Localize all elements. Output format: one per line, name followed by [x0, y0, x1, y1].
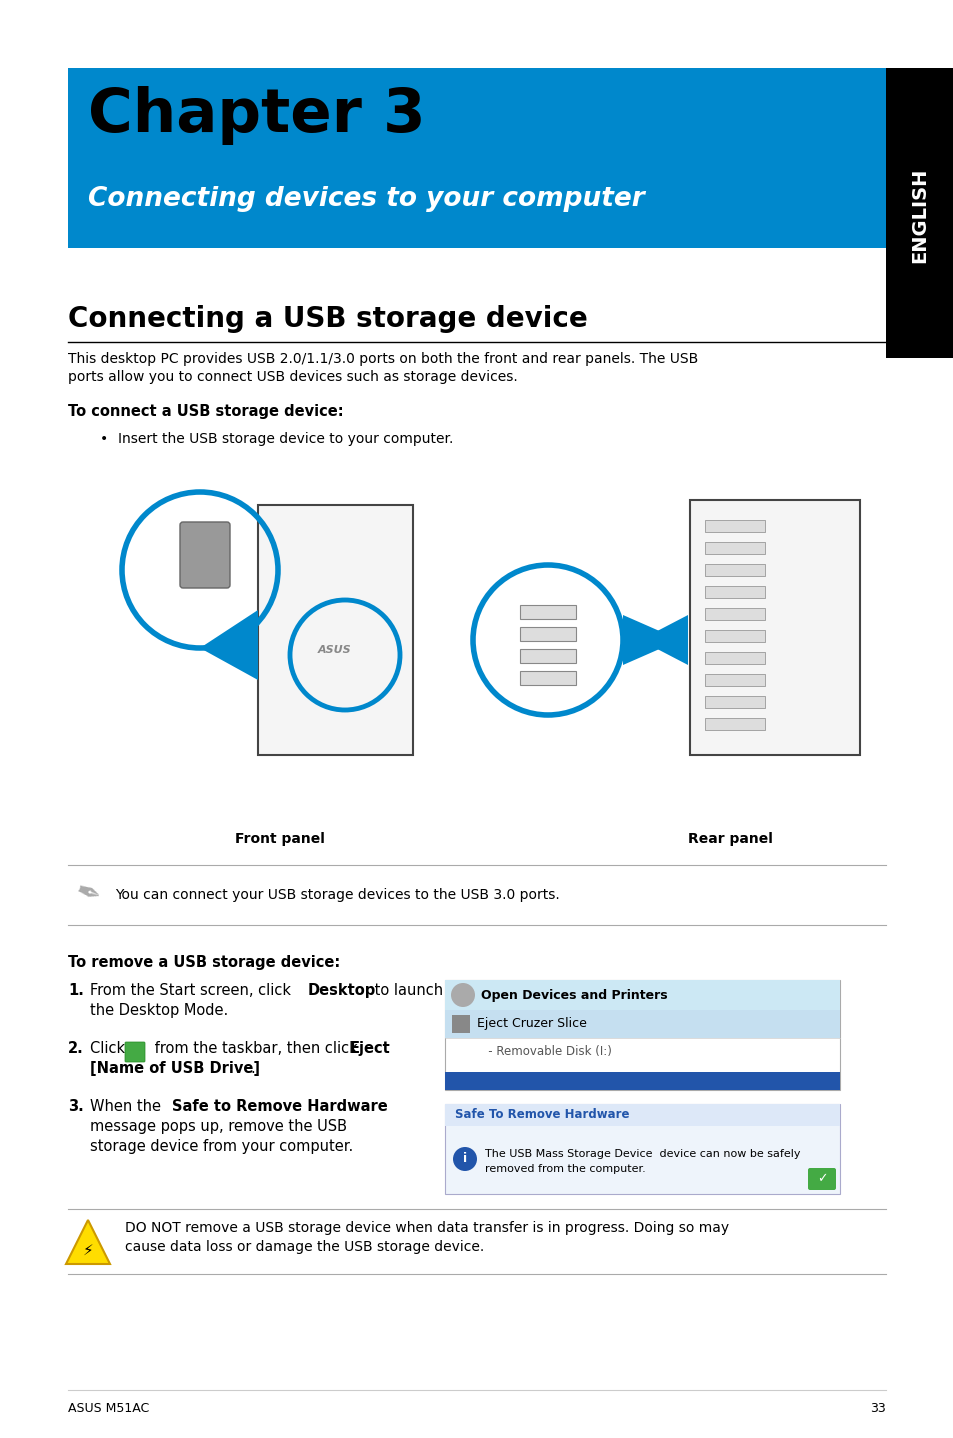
Text: - Removable Disk (I:): - Removable Disk (I:) — [476, 1045, 611, 1058]
Text: Eject: Eject — [350, 1041, 391, 1055]
FancyBboxPatch shape — [444, 981, 840, 1009]
Text: ASUS: ASUS — [318, 646, 352, 654]
Text: .: . — [250, 1061, 254, 1076]
FancyBboxPatch shape — [704, 718, 764, 731]
Text: 3.: 3. — [68, 1099, 84, 1114]
Text: Chapter 3: Chapter 3 — [88, 86, 425, 145]
Polygon shape — [66, 1219, 110, 1264]
FancyBboxPatch shape — [704, 587, 764, 598]
Text: cause data loss or damage the USB storage device.: cause data loss or damage the USB storag… — [125, 1240, 484, 1254]
FancyBboxPatch shape — [519, 627, 576, 641]
FancyBboxPatch shape — [704, 651, 764, 664]
Circle shape — [451, 984, 475, 1007]
Text: 2.: 2. — [68, 1041, 84, 1055]
Text: To connect a USB storage device:: To connect a USB storage device: — [68, 404, 343, 418]
Text: ports allow you to connect USB devices such as storage devices.: ports allow you to connect USB devices s… — [68, 370, 517, 384]
FancyBboxPatch shape — [257, 505, 413, 755]
FancyBboxPatch shape — [68, 68, 885, 247]
FancyBboxPatch shape — [704, 608, 764, 620]
Text: ASUS M51AC: ASUS M51AC — [68, 1402, 149, 1415]
Text: When the: When the — [90, 1099, 166, 1114]
Text: Rear panel: Rear panel — [687, 833, 772, 846]
Text: Click: Click — [90, 1041, 130, 1055]
FancyBboxPatch shape — [704, 521, 764, 532]
Text: ✓: ✓ — [816, 1172, 826, 1185]
FancyBboxPatch shape — [444, 1104, 840, 1126]
FancyBboxPatch shape — [704, 564, 764, 577]
Polygon shape — [639, 615, 687, 664]
Text: i: i — [462, 1152, 467, 1166]
Text: 1.: 1. — [68, 984, 84, 998]
FancyBboxPatch shape — [519, 605, 576, 618]
Text: ⚡: ⚡ — [83, 1242, 93, 1257]
FancyBboxPatch shape — [807, 1168, 835, 1191]
Polygon shape — [622, 615, 679, 664]
FancyBboxPatch shape — [689, 500, 859, 755]
Text: DO NOT remove a USB storage device when data transfer is in progress. Doing so m: DO NOT remove a USB storage device when … — [125, 1221, 728, 1235]
Text: removed from the computer.: removed from the computer. — [484, 1163, 645, 1173]
Text: Connecting devices to your computer: Connecting devices to your computer — [88, 186, 644, 211]
Text: Front panel: Front panel — [234, 833, 325, 846]
FancyBboxPatch shape — [444, 1009, 840, 1038]
Text: [Name of USB Drive]: [Name of USB Drive] — [90, 1061, 260, 1076]
Text: Safe To Remove Hardware: Safe To Remove Hardware — [455, 1109, 629, 1122]
Text: The USB Mass Storage Device  device can now be safely: The USB Mass Storage Device device can n… — [484, 1149, 800, 1159]
Text: message pops up, remove the USB: message pops up, remove the USB — [90, 1119, 347, 1135]
Polygon shape — [200, 610, 257, 680]
Text: Insert the USB storage device to your computer.: Insert the USB storage device to your co… — [118, 431, 453, 446]
FancyBboxPatch shape — [519, 672, 576, 684]
Circle shape — [453, 1148, 476, 1171]
Text: This desktop PC provides USB 2.0/1.1/3.0 ports on both the front and rear panels: This desktop PC provides USB 2.0/1.1/3.0… — [68, 352, 698, 367]
FancyBboxPatch shape — [444, 1071, 840, 1090]
Text: from the taskbar, then click: from the taskbar, then click — [150, 1041, 362, 1055]
FancyBboxPatch shape — [125, 1043, 145, 1063]
Text: To remove a USB storage device:: To remove a USB storage device: — [68, 955, 340, 971]
FancyBboxPatch shape — [444, 981, 840, 1090]
FancyBboxPatch shape — [704, 630, 764, 641]
FancyBboxPatch shape — [704, 696, 764, 707]
FancyBboxPatch shape — [180, 522, 230, 588]
Text: You can connect your USB storage devices to the USB 3.0 ports.: You can connect your USB storage devices… — [115, 889, 559, 902]
FancyBboxPatch shape — [704, 542, 764, 554]
FancyBboxPatch shape — [444, 1104, 840, 1194]
Text: Open Devices and Printers: Open Devices and Printers — [480, 988, 667, 1001]
FancyBboxPatch shape — [704, 674, 764, 686]
Text: Desktop: Desktop — [308, 984, 375, 998]
Text: ENGLISH: ENGLISH — [909, 167, 928, 263]
Text: Connecting a USB storage device: Connecting a USB storage device — [68, 305, 587, 334]
Text: 33: 33 — [869, 1402, 885, 1415]
FancyBboxPatch shape — [452, 1015, 470, 1032]
Text: the Desktop Mode.: the Desktop Mode. — [90, 1002, 228, 1018]
Text: storage device from your computer.: storage device from your computer. — [90, 1139, 353, 1155]
Text: to launch: to launch — [370, 984, 442, 998]
Text: From the Start screen, click: From the Start screen, click — [90, 984, 295, 998]
Text: •: • — [100, 431, 108, 446]
Text: Safe to Remove Hardware: Safe to Remove Hardware — [172, 1099, 387, 1114]
FancyBboxPatch shape — [885, 68, 953, 358]
Text: Eject Cruzer Slice: Eject Cruzer Slice — [476, 1018, 586, 1031]
FancyBboxPatch shape — [519, 649, 576, 663]
Text: ✒: ✒ — [71, 877, 105, 913]
